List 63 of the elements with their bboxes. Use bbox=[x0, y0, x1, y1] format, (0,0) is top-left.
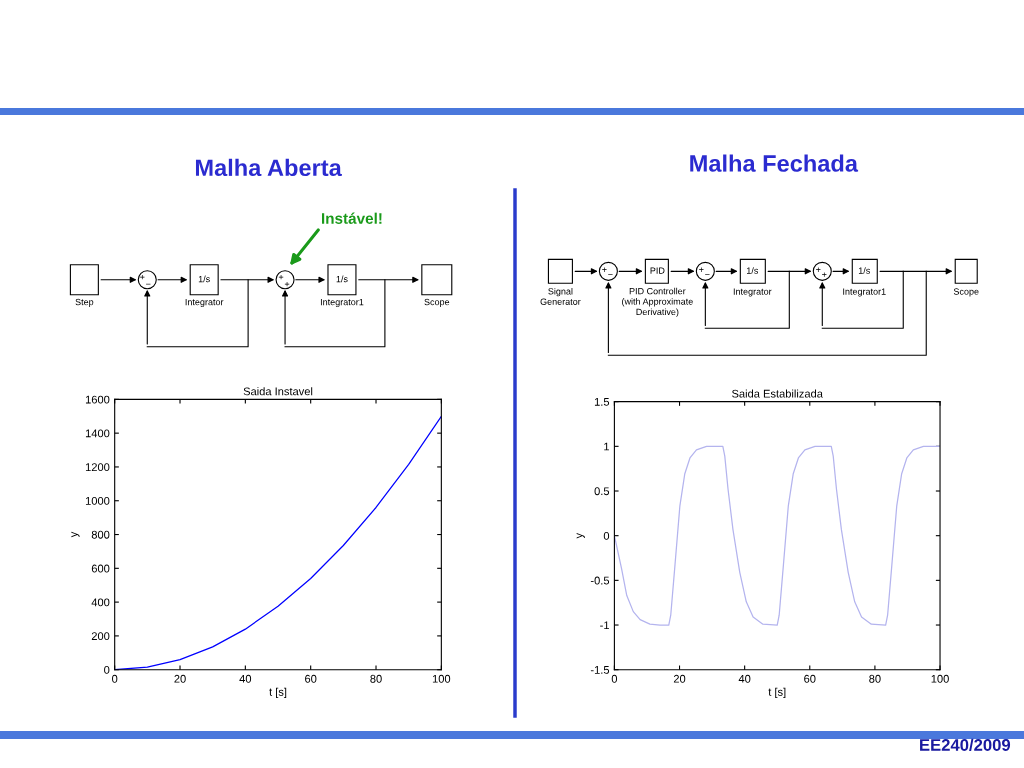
text: + bbox=[816, 267, 821, 272]
y-axis-title: y bbox=[71, 531, 80, 538]
y-tick-label: 1000 bbox=[85, 497, 110, 505]
text: + bbox=[140, 274, 145, 280]
text: + bbox=[284, 281, 290, 287]
x-tick-label: 40 bbox=[738, 674, 751, 683]
y-tick-label: 200 bbox=[91, 632, 110, 641]
x-tick-label: 60 bbox=[804, 674, 816, 683]
text: − bbox=[705, 274, 710, 275]
y-tick-label: 1600 bbox=[85, 395, 110, 404]
chart-title: Saida Instavel bbox=[243, 387, 313, 396]
x-axis-title: t [s] bbox=[768, 687, 786, 699]
text: − bbox=[146, 283, 151, 285]
chart-title: Saida Estabilizada bbox=[732, 389, 823, 398]
text: Integrator bbox=[185, 298, 224, 308]
x-tick-label: 80 bbox=[869, 674, 881, 683]
y-tick-label: 1.5 bbox=[594, 398, 610, 406]
y-axis-title: y bbox=[576, 532, 585, 539]
text: 1/s bbox=[858, 267, 870, 274]
x-tick-label: 0 bbox=[112, 674, 118, 683]
text: + bbox=[602, 267, 607, 272]
y-tick-label: 1200 bbox=[85, 463, 110, 472]
text: Malha Fechada bbox=[690, 154, 859, 172]
x-tick-label: 100 bbox=[931, 674, 949, 683]
text: + bbox=[699, 267, 704, 272]
x-axis-title: t [s] bbox=[269, 687, 287, 699]
text: Integrator1 bbox=[320, 298, 364, 308]
text: + bbox=[278, 274, 284, 280]
y-tick-label: 0 bbox=[603, 531, 610, 540]
text: 1/s bbox=[746, 267, 759, 274]
text: Malha Aberta bbox=[195, 158, 342, 177]
text: Scope bbox=[424, 298, 450, 308]
x-tick-label: 20 bbox=[174, 674, 186, 683]
x-tick-label: 60 bbox=[305, 674, 317, 683]
y-tick-label: 0 bbox=[104, 665, 110, 674]
text: Integrator1 bbox=[843, 288, 886, 297]
text: EE240/2009 bbox=[920, 738, 1011, 752]
text: 1/s bbox=[336, 275, 348, 283]
text: Step bbox=[75, 298, 94, 308]
x-tick-label: 80 bbox=[370, 674, 382, 683]
x-tick-label: 40 bbox=[239, 674, 252, 683]
y-tick-label: 0.5 bbox=[594, 487, 610, 496]
x-tick-label: 0 bbox=[611, 674, 618, 683]
y-tick-label: 400 bbox=[91, 598, 110, 607]
y-tick-label: 1400 bbox=[85, 429, 110, 438]
text: Scope bbox=[953, 288, 979, 297]
y-tick-label: -1 bbox=[600, 621, 609, 630]
text: 1/s bbox=[198, 275, 210, 283]
text: Integrator bbox=[733, 288, 772, 297]
text: Signal Generator bbox=[540, 287, 581, 305]
text: Instável! bbox=[321, 212, 382, 224]
x-tick-label: 20 bbox=[673, 674, 686, 683]
text: + bbox=[822, 272, 827, 277]
y-tick-label: -0.5 bbox=[590, 576, 610, 585]
y-tick-label: 1 bbox=[604, 442, 609, 451]
y-tick-label: 600 bbox=[91, 564, 110, 573]
y-tick-label: 800 bbox=[91, 530, 110, 539]
y-tick-label: -1.5 bbox=[590, 666, 610, 674]
line-series bbox=[614, 445, 941, 626]
text: PID Controller (with Approximate Derivative) bbox=[622, 287, 693, 317]
text: PID bbox=[650, 267, 665, 274]
x-tick-label: 100 bbox=[432, 674, 451, 683]
text: − bbox=[608, 274, 613, 275]
